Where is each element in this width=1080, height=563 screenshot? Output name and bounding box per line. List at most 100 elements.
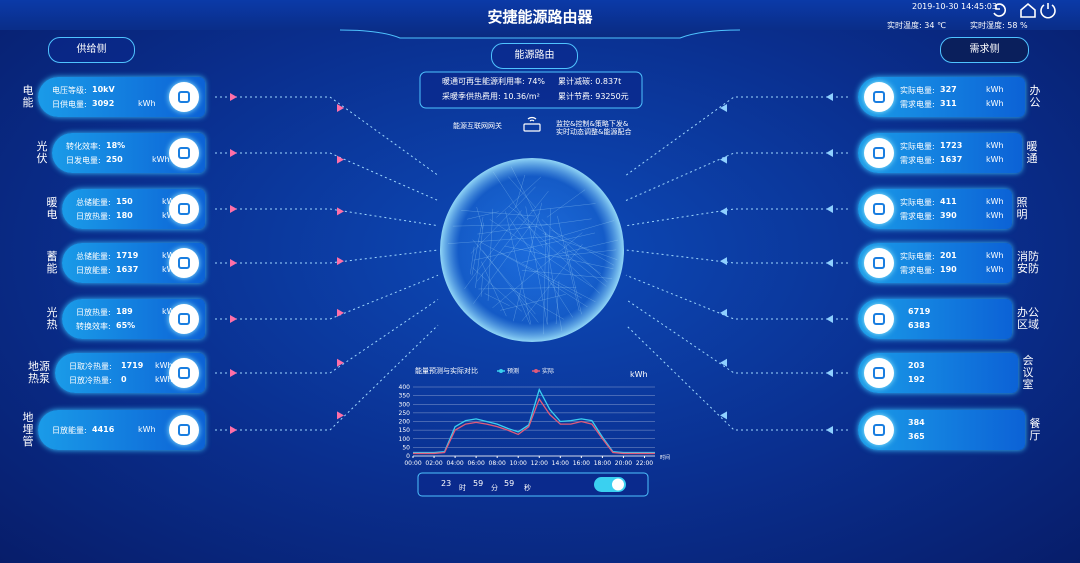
flow-line [215,152,439,201]
router-button[interactable]: 能源路由 [491,43,578,69]
flow-arrow [720,207,727,216]
flow-arrow [337,155,344,164]
timer-hours: 23 [441,479,451,488]
label: 暖通 [1026,140,1038,165]
supply-panel: 日取冷热量: 1719 kWh 日放冷热量: 0 kWh [55,353,205,393]
field-key: 实际电量: [900,198,935,207]
flow-arrow [230,369,237,377]
globe-link [521,239,619,263]
field-unit: kWh [986,197,1004,206]
demand-button[interactable]: 需求侧 [940,37,1029,63]
field-value: 189 [116,307,133,316]
gateway-icon [523,116,541,132]
globe-link [476,206,484,230]
globe-link [487,208,494,301]
supply-panel: 总储能量: 1719 kWh 日放能量: 1637 kWh [62,243,205,283]
field-value: 1719 [116,251,139,260]
temperature: 实时温度: 34 ℃ [887,21,946,30]
globe-link [476,190,549,282]
globe-link [565,243,582,315]
flow-arrow [230,205,237,213]
field-value: 65% [116,321,136,330]
x-tick-label: 00:00 [404,460,421,467]
globe-link [515,174,526,208]
field-value: 1719 [121,361,144,370]
field-value: 411 [940,197,957,206]
globe-link [481,261,507,317]
field-unit: kWh [162,307,180,316]
flow-arrow [826,426,833,434]
timer-second-unit: 秒 [524,483,531,492]
globe-link [511,166,548,238]
field-key: 总储能量: [76,198,111,207]
flow-arrow [230,259,237,267]
flow-arrow [230,93,237,101]
field-unit: kWh [152,155,170,164]
globe-link [521,270,613,279]
legend-dot [499,369,503,373]
flow-arrow [826,315,833,323]
flow-arrow [720,308,727,317]
globe-link [551,229,615,266]
supply-panel: 日放能量: 4416 kWh [38,410,205,450]
icon [169,194,199,224]
demand-panel: 203 192 [858,353,1018,393]
icon [169,415,199,445]
icon [169,82,199,112]
globe-link [473,212,540,304]
supply-button[interactable]: 供给侧 [48,37,135,63]
globe-link [496,176,542,218]
globe-link [461,210,535,217]
datetime: 2019-10-30 14:45:03 [912,2,997,11]
x-tick-label: 08:00 [489,460,506,467]
flow-arrow [337,207,344,216]
field-key: 总储能量: [76,252,111,261]
icon [169,138,199,168]
toggle-knob[interactable] [612,478,624,491]
flow-line [215,274,439,320]
field-value: 1723 [940,141,963,150]
flow-line [215,249,439,264]
field-value: 0 [121,375,127,384]
flow-line [215,208,439,227]
globe-link [509,217,573,318]
flow-line [625,324,848,431]
flow-arrow [337,358,344,367]
field-unit: kWh [986,211,1004,220]
flow-arrow [337,103,344,112]
title: 安捷能源路由器 [487,8,593,26]
field-value: 6383 [908,321,931,330]
y-tick-label: 400 [399,384,411,391]
globe-link [477,218,592,235]
timer-hour-unit: 时 [459,483,466,492]
flow-arrow [230,315,237,323]
globe-link [525,206,548,325]
x-axis-label: 时间 [660,454,670,461]
field-value: 384 [908,418,925,427]
globe-link [472,267,523,312]
icon [169,304,199,334]
icon [864,304,894,334]
stat: 累计减碳: 0.837t [558,77,622,86]
field-value: 365 [908,432,925,441]
legend-dot [534,369,538,373]
header-bar [0,0,1080,38]
flow-line [625,249,848,264]
series-line [413,387,655,454]
globe-link [546,242,563,332]
field-unit: kWh [986,265,1004,274]
globe-link [546,189,586,218]
globe-link [555,280,560,325]
flow-arrow [720,103,727,112]
label: 地源热泵 [28,360,50,385]
flow-line [215,96,439,176]
x-tick-label: 18:00 [594,460,611,467]
globe-link [513,202,543,322]
demand-panel: 实际电量: 327 kWh 需求电量: 311 kWh [858,77,1025,117]
field-key: 日放热量: [76,212,111,221]
gateway-label: 能源互联网网关 [453,122,502,130]
field-value: 150 [116,197,133,206]
globe-link [518,216,600,294]
flow-arrow [337,411,344,420]
